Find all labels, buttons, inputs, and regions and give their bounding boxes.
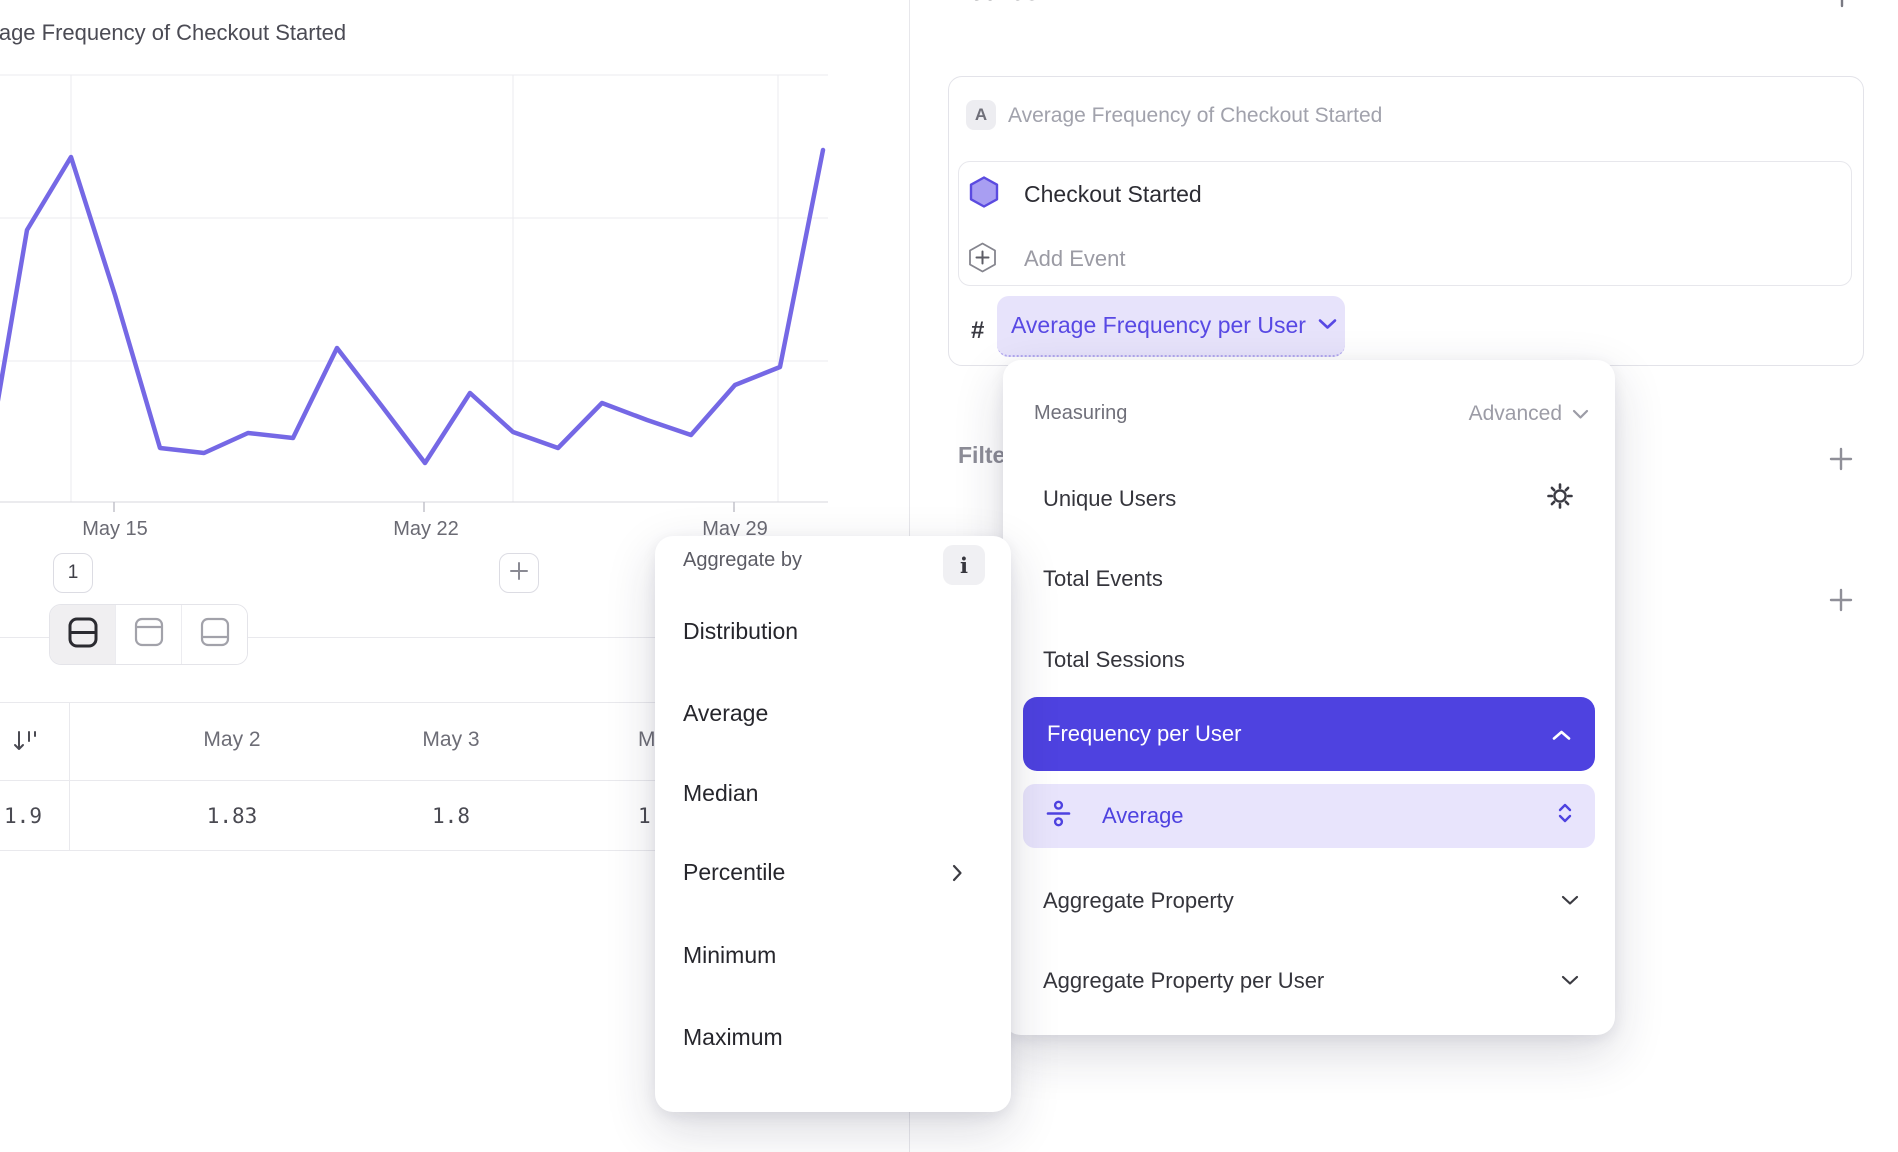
up-down-selector-icon bbox=[1557, 803, 1573, 829]
layout-toggle-group bbox=[49, 604, 248, 665]
menu-item-total-sessions[interactable]: Total Sessions bbox=[1043, 647, 1185, 672]
info-icon[interactable]: i bbox=[943, 545, 985, 585]
aggregate-by-popover: Aggregate by i Distribution Average Medi… bbox=[655, 536, 1011, 1112]
table-cell: 1.83 bbox=[206, 804, 258, 828]
bottom-bar-icon bbox=[198, 615, 232, 654]
add-filter-button[interactable] bbox=[1828, 446, 1854, 477]
table-column-separator bbox=[69, 702, 70, 850]
table-bottom-border bbox=[0, 850, 909, 851]
metric-letter-badge[interactable]: A bbox=[966, 100, 996, 130]
sort-descending-icon[interactable] bbox=[12, 729, 38, 758]
chart-line bbox=[0, 147, 826, 466]
table-top-border bbox=[0, 702, 909, 703]
menu-item-unique-users[interactable]: Unique Users bbox=[1043, 486, 1177, 511]
sub-selected-label: Average bbox=[1102, 803, 1184, 828]
add-event-button[interactable]: Add Event bbox=[1024, 246, 1126, 271]
table-cell: 1.9 bbox=[4, 804, 42, 828]
line-chart bbox=[0, 74, 828, 512]
chart-title: Average Frequency of Checkout Started bbox=[0, 20, 347, 45]
gear-icon[interactable] bbox=[1545, 481, 1575, 516]
x-tick-label: May 22 bbox=[393, 518, 459, 540]
measurement-type-symbol: # bbox=[971, 317, 985, 344]
table-header-divider bbox=[0, 780, 909, 781]
menu-item-median[interactable]: Median bbox=[683, 780, 759, 806]
menu-item-aggregate-property-per-user[interactable]: Aggregate Property per User bbox=[1043, 968, 1325, 993]
selected-item-label: Frequency per User bbox=[1047, 721, 1242, 746]
split-rows-icon bbox=[66, 615, 100, 655]
advanced-dropdown[interactable]: Advanced bbox=[1469, 402, 1589, 426]
chart-table-splitter[interactable] bbox=[0, 637, 909, 638]
menu-item-percentile[interactable]: Percentile bbox=[683, 859, 786, 885]
aggregation-selector-average[interactable]: Average bbox=[1023, 784, 1595, 848]
advanced-label: Advanced bbox=[1468, 402, 1562, 425]
menu-item-distribution[interactable]: Distribution bbox=[683, 618, 799, 644]
menu-item-frequency-per-user[interactable]: Frequency per User bbox=[1023, 697, 1595, 771]
table-header-may2[interactable]: May 2 bbox=[203, 728, 261, 751]
x-tick-label: May 29 bbox=[702, 518, 768, 540]
chevron-down-icon bbox=[1318, 317, 1337, 335]
interval-input[interactable]: 1 bbox=[53, 553, 93, 593]
measuring-label: Measuring bbox=[1034, 402, 1128, 424]
aggregate-by-label: Aggregate by bbox=[683, 549, 802, 571]
table-header-may3[interactable]: May 3 bbox=[422, 728, 480, 751]
average-divide-icon bbox=[1045, 800, 1072, 833]
metric-title-input[interactable]: Average Frequency of Checkout Started bbox=[1008, 104, 1383, 127]
chevron-right-icon bbox=[952, 864, 963, 887]
layout-table-toggle[interactable] bbox=[181, 605, 247, 664]
layout-chart-toggle[interactable] bbox=[115, 605, 181, 664]
table-cell: 1.8 bbox=[432, 804, 470, 828]
chevron-up-icon bbox=[1552, 721, 1571, 747]
menu-item-average[interactable]: Average bbox=[683, 700, 769, 726]
event-hexagon-icon bbox=[969, 176, 999, 213]
chart-gridlines bbox=[0, 74, 828, 502]
menu-item-minimum[interactable]: Minimum bbox=[683, 942, 777, 968]
chevron-down-icon bbox=[1561, 973, 1579, 991]
add-event-icon bbox=[968, 242, 997, 278]
plus-icon bbox=[508, 560, 530, 587]
metrics-section-title: Metrics bbox=[948, 0, 1039, 7]
measurement-dropdown[interactable]: Average Frequency per User bbox=[997, 296, 1345, 357]
add-metric-button[interactable] bbox=[1830, 0, 1854, 13]
event-name[interactable]: Checkout Started bbox=[1024, 181, 1202, 207]
menu-item-aggregate-property[interactable]: Aggregate Property bbox=[1043, 888, 1234, 913]
menu-item-total-events[interactable]: Total Events bbox=[1043, 566, 1163, 591]
add-annotation-button[interactable] bbox=[499, 553, 539, 593]
chevron-down-icon bbox=[1572, 402, 1589, 426]
menu-item-maximum[interactable]: Maximum bbox=[683, 1024, 783, 1050]
event-card bbox=[958, 161, 1852, 286]
measuring-popover: Measuring Advanced Unique Users Total Ev… bbox=[1003, 360, 1615, 1035]
chevron-down-icon bbox=[1561, 893, 1579, 911]
measurement-dropdown-label: Average Frequency per User bbox=[1011, 312, 1306, 338]
top-bar-icon bbox=[132, 615, 166, 654]
layout-split-toggle[interactable] bbox=[50, 605, 115, 664]
x-tick-label: May 15 bbox=[82, 518, 148, 540]
add-breakdown-button[interactable] bbox=[1828, 587, 1854, 618]
x-axis-ticks bbox=[113, 502, 735, 512]
